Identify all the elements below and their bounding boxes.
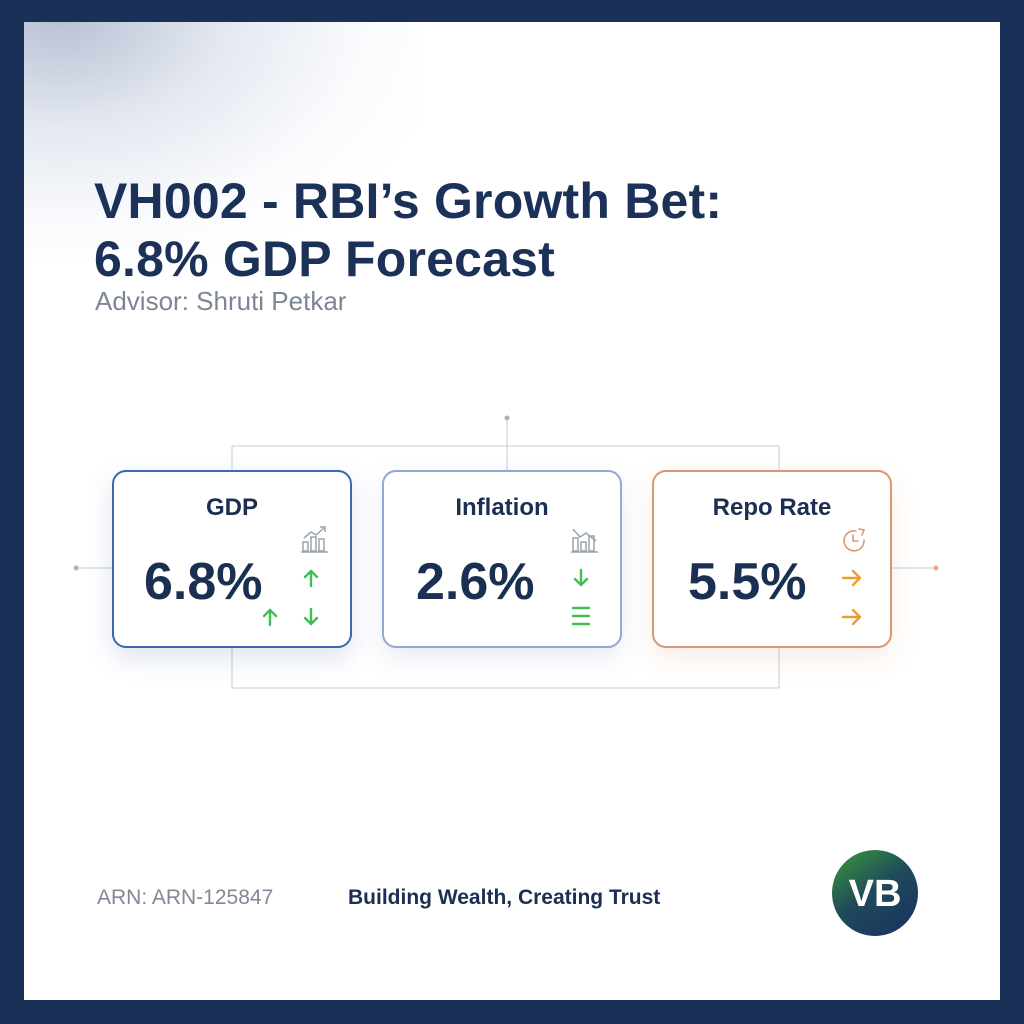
arrow-right-icon	[841, 569, 862, 587]
inflation-value: 2.6%	[416, 553, 535, 611]
arrow-right-icon	[841, 608, 862, 626]
repo-rate-value: 5.5%	[688, 553, 807, 611]
page-title: VH002 - RBI’s Growth Bet: 6.8% GDP Forec…	[94, 172, 722, 288]
arn-number: ARN: ARN-125847	[97, 886, 274, 909]
bar-chart-icon	[571, 528, 598, 553]
connector-lines	[73, 415, 939, 689]
vb-logo: VB	[832, 850, 918, 936]
poster-canvas: VH002 - RBI’s Growth Bet: 6.8% GDP Forec…	[24, 22, 1000, 1000]
gdp-card: GDP 6.8%	[112, 470, 352, 648]
background-glow	[24, 22, 424, 262]
title-line-2: 6.8% GDP Forecast	[94, 231, 556, 287]
arrow-up-icon	[262, 608, 278, 627]
tagline: Building Wealth, Creating Trust	[348, 886, 661, 909]
repo-rate-card: Repo Rate 5.5%	[652, 470, 892, 648]
arrow-down-icon	[573, 568, 589, 587]
title-line-1: VH002 - RBI’s Growth Bet:	[94, 173, 723, 229]
advisor-name: Advisor: Shruti Petkar	[95, 286, 347, 316]
logo-text: VB	[849, 873, 902, 915]
gdp-label: GDP	[205, 494, 258, 521]
clock-refresh-icon	[843, 528, 866, 552]
gdp-value: 6.8%	[144, 553, 263, 611]
arrow-down-icon	[303, 607, 319, 626]
equals-icon	[571, 606, 591, 626]
inflation-card: Inflation 2.6%	[382, 470, 622, 648]
bar-chart-icon	[301, 526, 328, 553]
repo-rate-label: Repo Rate	[712, 494, 832, 521]
inflation-label: Inflation	[455, 494, 549, 521]
arrow-up-icon	[303, 569, 319, 588]
